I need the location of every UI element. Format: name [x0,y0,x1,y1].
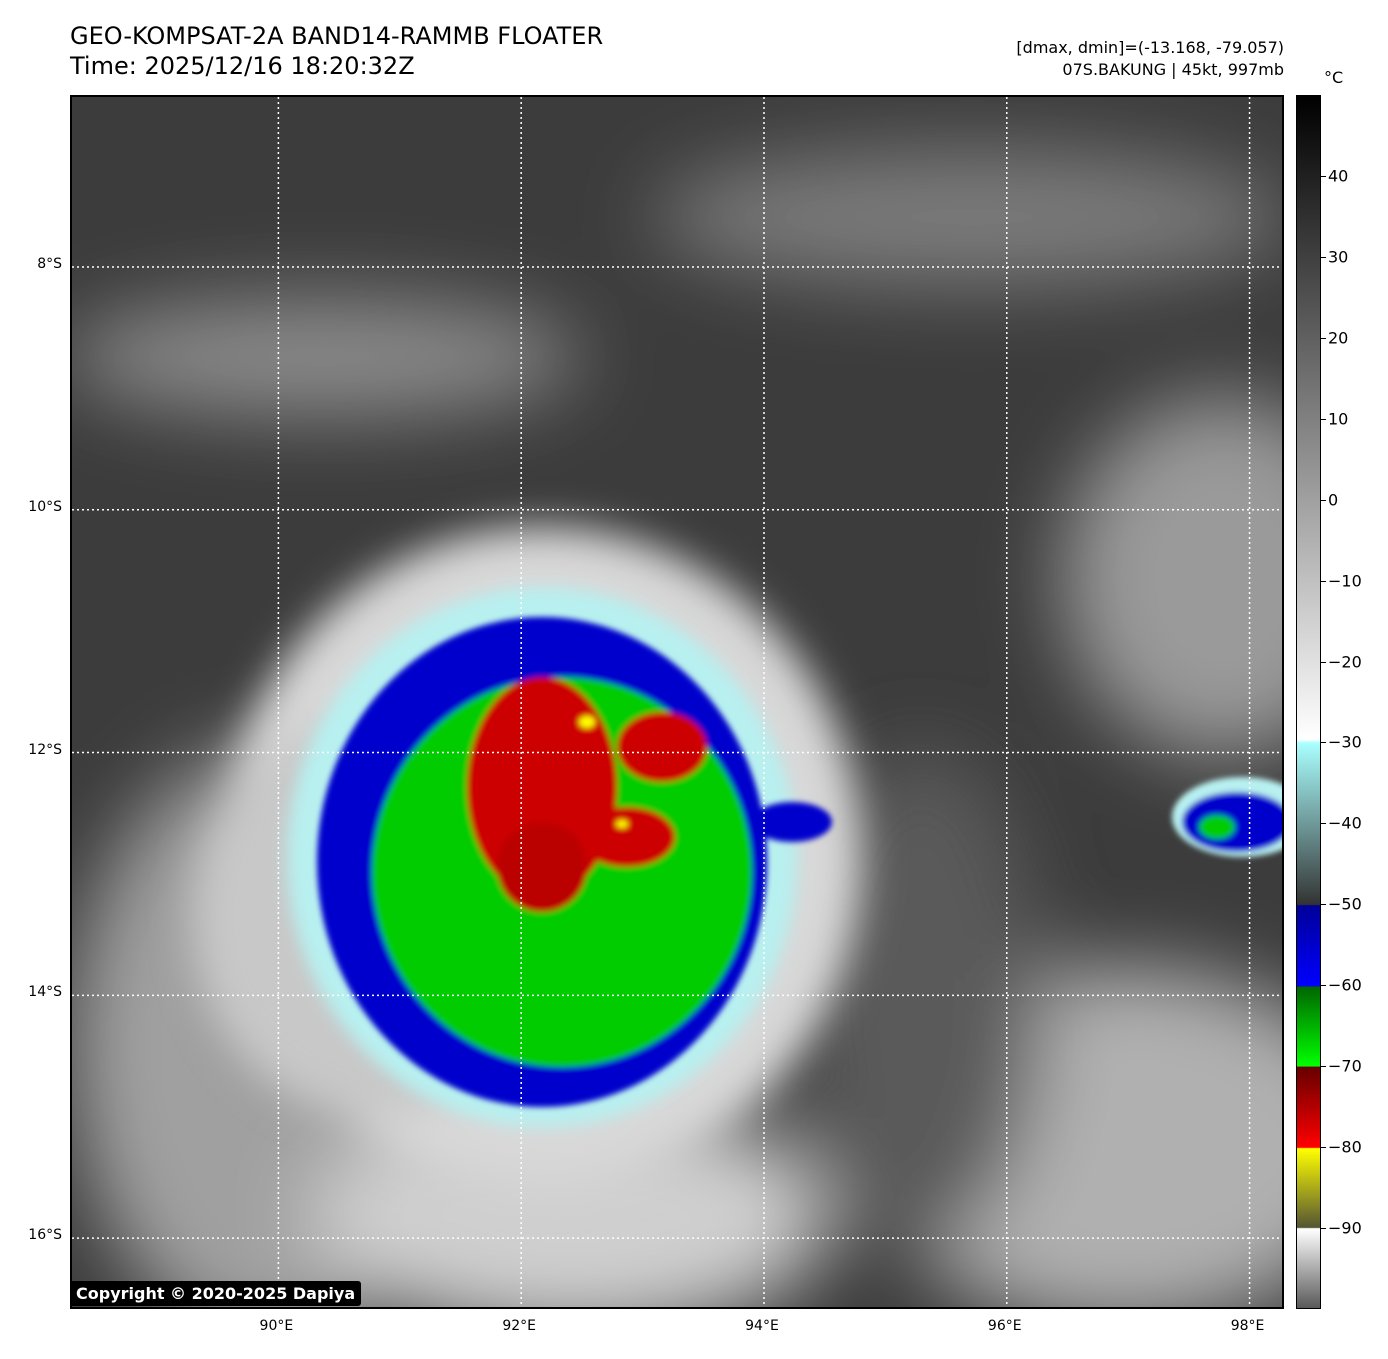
colorbar-tick-label: 30 [1328,247,1349,267]
colorbar-tick-label: −80 [1328,1137,1362,1157]
latitude-label: 10°S [28,498,62,515]
colorbar-tick-label: −30 [1328,732,1362,752]
eastern-cell [1172,777,1282,857]
colorbar-tick-mark [1321,256,1326,258]
colorbar-tick-label: −40 [1328,813,1362,833]
latitude-label: 14°S [28,984,62,1001]
satellite-image-map[interactable] [70,95,1284,1309]
colorbar-tick-label: 10 [1328,409,1349,429]
longitude-label: 92°E [502,1318,537,1334]
latitude-label: 12°S [28,741,62,758]
colorbar-tick-label: −10 [1328,571,1362,591]
convective-core [317,617,832,1107]
ir-imagery [72,97,1282,1307]
colorbar-tick-mark [1321,904,1326,906]
colorbar-tick-label: −20 [1328,652,1362,672]
latitude-label: 16°S [28,1227,62,1244]
colorbar-unit: °C [1324,68,1344,87]
colorbar-tick-mark [1321,1066,1326,1068]
colorbar-tick-mark [1321,742,1326,744]
longitude-label: 96°E [987,1318,1022,1334]
temperature-colorbar [1296,95,1321,1309]
observation-time: Time: 2025/12/16 18:20:32Z [70,52,415,80]
colorbar-tick-mark [1321,580,1326,582]
colorbar-tick-label: 20 [1328,328,1349,348]
colorbar-gradient [1297,96,1320,1308]
colorbar-tick-mark [1321,661,1326,663]
colorbar-tick-label: 0 [1328,490,1339,510]
colorbar-tick-mark [1321,985,1326,987]
longitude-label: 98°E [1230,1318,1265,1334]
colorbar-tick-mark [1321,1228,1326,1230]
longitude-label: 94°E [745,1318,779,1334]
product-title: GEO-KOMPSAT-2A BAND14-RAMMB FLOATER [70,22,604,50]
colorbar-tick-mark [1321,175,1326,177]
colorbar-tick-mark [1321,1147,1326,1149]
colorbar-tick-label: −90 [1328,1218,1362,1238]
colorbar-tick-mark [1321,823,1326,825]
temperature-range: [dmax, dmin]=(-13.168, -79.057) [1016,38,1284,57]
colorbar-tick-label: −60 [1328,975,1362,995]
colorbar-tick-label: −70 [1328,1056,1362,1076]
colorbar-tick-mark [1321,337,1326,339]
latitude-label: 8°S [37,255,62,272]
longitude-label: 90°E [259,1318,294,1334]
copyright-badge: Copyright © 2020-2025 Dapiya [70,1281,362,1306]
colorbar-tick-mark [1321,499,1326,501]
colorbar-tick-mark [1321,418,1326,420]
graticule [72,97,1282,1307]
colorbar-tick-label: −50 [1328,894,1362,914]
storm-info: 07S.BAKUNG | 45kt, 997mb [1062,60,1284,79]
colorbar-tick-label: 40 [1328,166,1349,186]
